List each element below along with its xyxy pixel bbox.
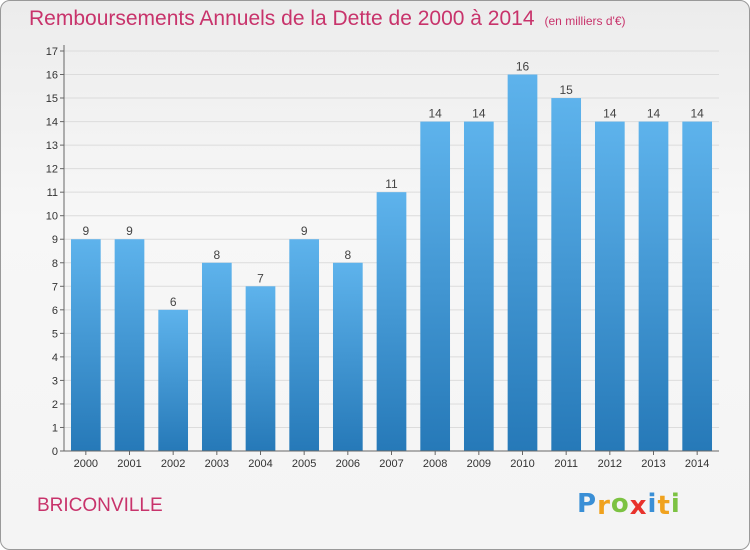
y-tick-label: 6	[52, 305, 58, 317]
bar[interactable]	[201, 262, 232, 451]
y-tick-label: 13	[46, 140, 58, 152]
bar-value-label: 14	[472, 107, 486, 121]
y-tick-label: 3	[52, 375, 58, 387]
x-tick-label: 2010	[510, 458, 534, 470]
x-tick-label: 2012	[598, 458, 622, 470]
bars: 9 9 6 8 7 9 8 11 14 14 16 15 14 14 14	[70, 60, 713, 452]
y-tick-label: 9	[52, 234, 58, 246]
logo-letter: i	[647, 489, 658, 519]
x-tick-label: 2002	[161, 458, 185, 470]
x-tick-label: 2009	[467, 458, 491, 470]
chart-title: Remboursements Annuels de la Dette de 20…	[29, 7, 626, 31]
bar[interactable]	[463, 121, 494, 452]
x-tick-label: 2001	[117, 458, 141, 470]
x-tick-label: 2005	[292, 458, 316, 470]
x-tick-label: 2004	[248, 458, 272, 470]
bar-value-label: 14	[428, 107, 442, 121]
bar-value-label: 9	[301, 224, 308, 238]
y-tick-label: 1	[52, 422, 58, 434]
bar[interactable]	[289, 239, 320, 451]
bar[interactable]	[507, 74, 538, 451]
bar-value-label: 14	[647, 107, 661, 121]
bar[interactable]	[594, 121, 625, 452]
bar[interactable]	[638, 121, 669, 452]
town-name: BRICONVILLE	[37, 495, 163, 516]
bar[interactable]	[158, 309, 189, 451]
bar-value-label: 14	[603, 107, 617, 121]
y-tick-label: 12	[46, 164, 58, 176]
bar[interactable]	[70, 239, 101, 451]
logo-letter: i	[670, 489, 681, 519]
bar-value-label: 7	[257, 271, 264, 285]
x-tick-label: 2000	[74, 458, 98, 470]
y-tick-label: 2	[52, 399, 58, 411]
y-tick-label: 4	[52, 352, 58, 364]
y-tick-label: 8	[52, 258, 58, 270]
y-tick-label: 14	[46, 117, 58, 129]
bar-value-label: 15	[559, 83, 573, 97]
x-tick-label: 2003	[205, 458, 229, 470]
bar[interactable]	[376, 192, 407, 452]
bar[interactable]	[332, 262, 363, 451]
y-tick-label: 17	[46, 46, 58, 58]
x-tick-label: 2011	[554, 458, 578, 470]
bar-value-label: 16	[516, 60, 530, 74]
bar-value-label: 11	[385, 177, 398, 191]
x-tick-label: 2013	[641, 458, 665, 470]
bar[interactable]	[245, 286, 276, 451]
y-tick-label: 5	[52, 328, 58, 340]
chart-title-text: Remboursements Annuels de la Dette de 20…	[29, 7, 535, 30]
y-tick-label: 0	[52, 446, 58, 458]
bar-value-label: 9	[82, 224, 89, 238]
logo-letter: o	[610, 489, 630, 519]
logo-letter: t	[657, 491, 671, 521]
bar-value-label: 6	[170, 295, 177, 309]
chart-unit: (en milliers d'€)	[544, 14, 626, 28]
bar[interactable]	[682, 121, 713, 452]
bar-value-label: 8	[344, 248, 351, 262]
bar[interactable]	[114, 239, 145, 451]
y-tick-label: 15	[46, 93, 58, 105]
bar-value-label: 14	[690, 107, 704, 121]
y-tick-label: 10	[46, 211, 58, 223]
y-tick-label: 11	[47, 187, 58, 199]
bar[interactable]	[420, 121, 451, 452]
proxiti-logo[interactable]: Proxiti	[577, 489, 681, 521]
x-tick-label: 2007	[379, 458, 403, 470]
bar-value-label: 9	[126, 224, 133, 238]
bar[interactable]	[551, 98, 582, 451]
x-tick-label: 2014	[685, 458, 709, 470]
y-tick-label: 7	[52, 281, 58, 293]
logo-letter: P	[577, 489, 598, 519]
y-tick-label: 16	[46, 70, 58, 82]
logo-letter: x	[629, 491, 648, 521]
logo-letter: r	[597, 491, 611, 521]
x-tick-label: 2006	[336, 458, 360, 470]
bar-value-label: 8	[213, 248, 220, 262]
x-tick-label: 2008	[423, 458, 447, 470]
